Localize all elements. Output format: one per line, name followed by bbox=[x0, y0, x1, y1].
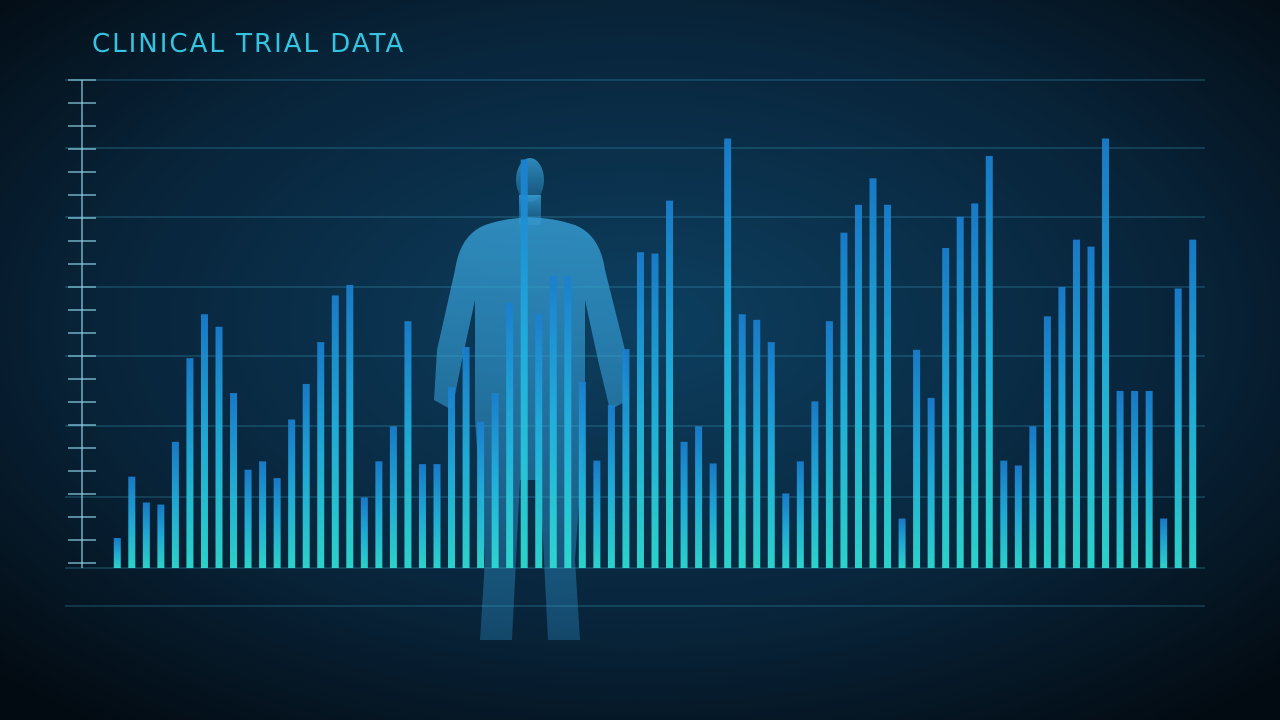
bar bbox=[375, 461, 383, 568]
bar bbox=[418, 464, 426, 568]
bar bbox=[200, 314, 208, 568]
bar bbox=[113, 538, 121, 568]
bar bbox=[869, 178, 877, 568]
bar bbox=[840, 232, 848, 568]
bar bbox=[535, 314, 543, 568]
bar bbox=[259, 461, 267, 568]
bar bbox=[1058, 287, 1066, 568]
bar bbox=[753, 319, 761, 568]
bar bbox=[448, 386, 456, 568]
bar bbox=[724, 138, 732, 568]
bar bbox=[1072, 239, 1080, 568]
bar bbox=[593, 460, 601, 568]
bar bbox=[709, 463, 717, 568]
bar bbox=[288, 419, 296, 568]
bar bbox=[927, 397, 935, 568]
bar bbox=[346, 284, 354, 568]
bar bbox=[564, 275, 572, 568]
bar bbox=[1174, 288, 1182, 568]
bar bbox=[695, 426, 703, 568]
bar bbox=[1116, 390, 1124, 568]
bar bbox=[244, 469, 252, 568]
bar bbox=[157, 504, 165, 568]
bar bbox=[360, 497, 368, 568]
bar bbox=[666, 200, 674, 568]
bar bbox=[520, 159, 528, 568]
bar bbox=[607, 404, 615, 568]
bar bbox=[317, 342, 325, 568]
bar bbox=[898, 518, 906, 568]
bar bbox=[215, 326, 223, 568]
bar bbox=[1029, 426, 1037, 568]
bar bbox=[651, 253, 659, 569]
bar bbox=[302, 383, 310, 568]
bar bbox=[913, 349, 921, 568]
bar bbox=[1043, 316, 1051, 568]
bar bbox=[1189, 239, 1197, 568]
bar bbox=[506, 303, 514, 568]
bar bbox=[854, 204, 862, 568]
bar bbox=[884, 204, 892, 568]
bar bbox=[404, 321, 412, 568]
bar bbox=[273, 478, 281, 568]
bar bbox=[1000, 460, 1008, 568]
bar bbox=[142, 502, 150, 568]
bar bbox=[971, 203, 979, 568]
bar bbox=[230, 393, 238, 568]
bar bbox=[1014, 465, 1022, 568]
bar bbox=[956, 216, 964, 568]
bar bbox=[462, 347, 470, 568]
bar bbox=[767, 342, 775, 568]
bar bbox=[331, 295, 339, 568]
bar bbox=[128, 476, 136, 568]
bar bbox=[578, 381, 586, 568]
bar bbox=[171, 441, 179, 568]
bar bbox=[1102, 138, 1110, 568]
bar bbox=[389, 426, 397, 568]
bars bbox=[113, 138, 1197, 569]
bar bbox=[1145, 390, 1153, 568]
bar bbox=[186, 358, 194, 568]
bar bbox=[811, 401, 819, 568]
axis-ticks bbox=[68, 79, 96, 564]
bar bbox=[782, 493, 790, 568]
bar bbox=[491, 393, 499, 568]
bar bbox=[985, 155, 993, 568]
bar bbox=[1131, 390, 1139, 568]
grid bbox=[65, 79, 1205, 607]
bar bbox=[622, 349, 630, 568]
bar bbox=[636, 252, 644, 569]
bar bbox=[796, 461, 804, 568]
bar bbox=[477, 421, 485, 568]
bar bbox=[680, 441, 688, 568]
bar bbox=[433, 464, 441, 568]
chart-title: CLINICAL TRIAL DATA bbox=[92, 29, 405, 59]
bar bbox=[825, 321, 833, 568]
bar bbox=[1160, 518, 1168, 568]
bar bbox=[1087, 246, 1095, 569]
bar bbox=[942, 248, 950, 569]
bar bbox=[738, 314, 746, 568]
bar bbox=[549, 275, 557, 568]
